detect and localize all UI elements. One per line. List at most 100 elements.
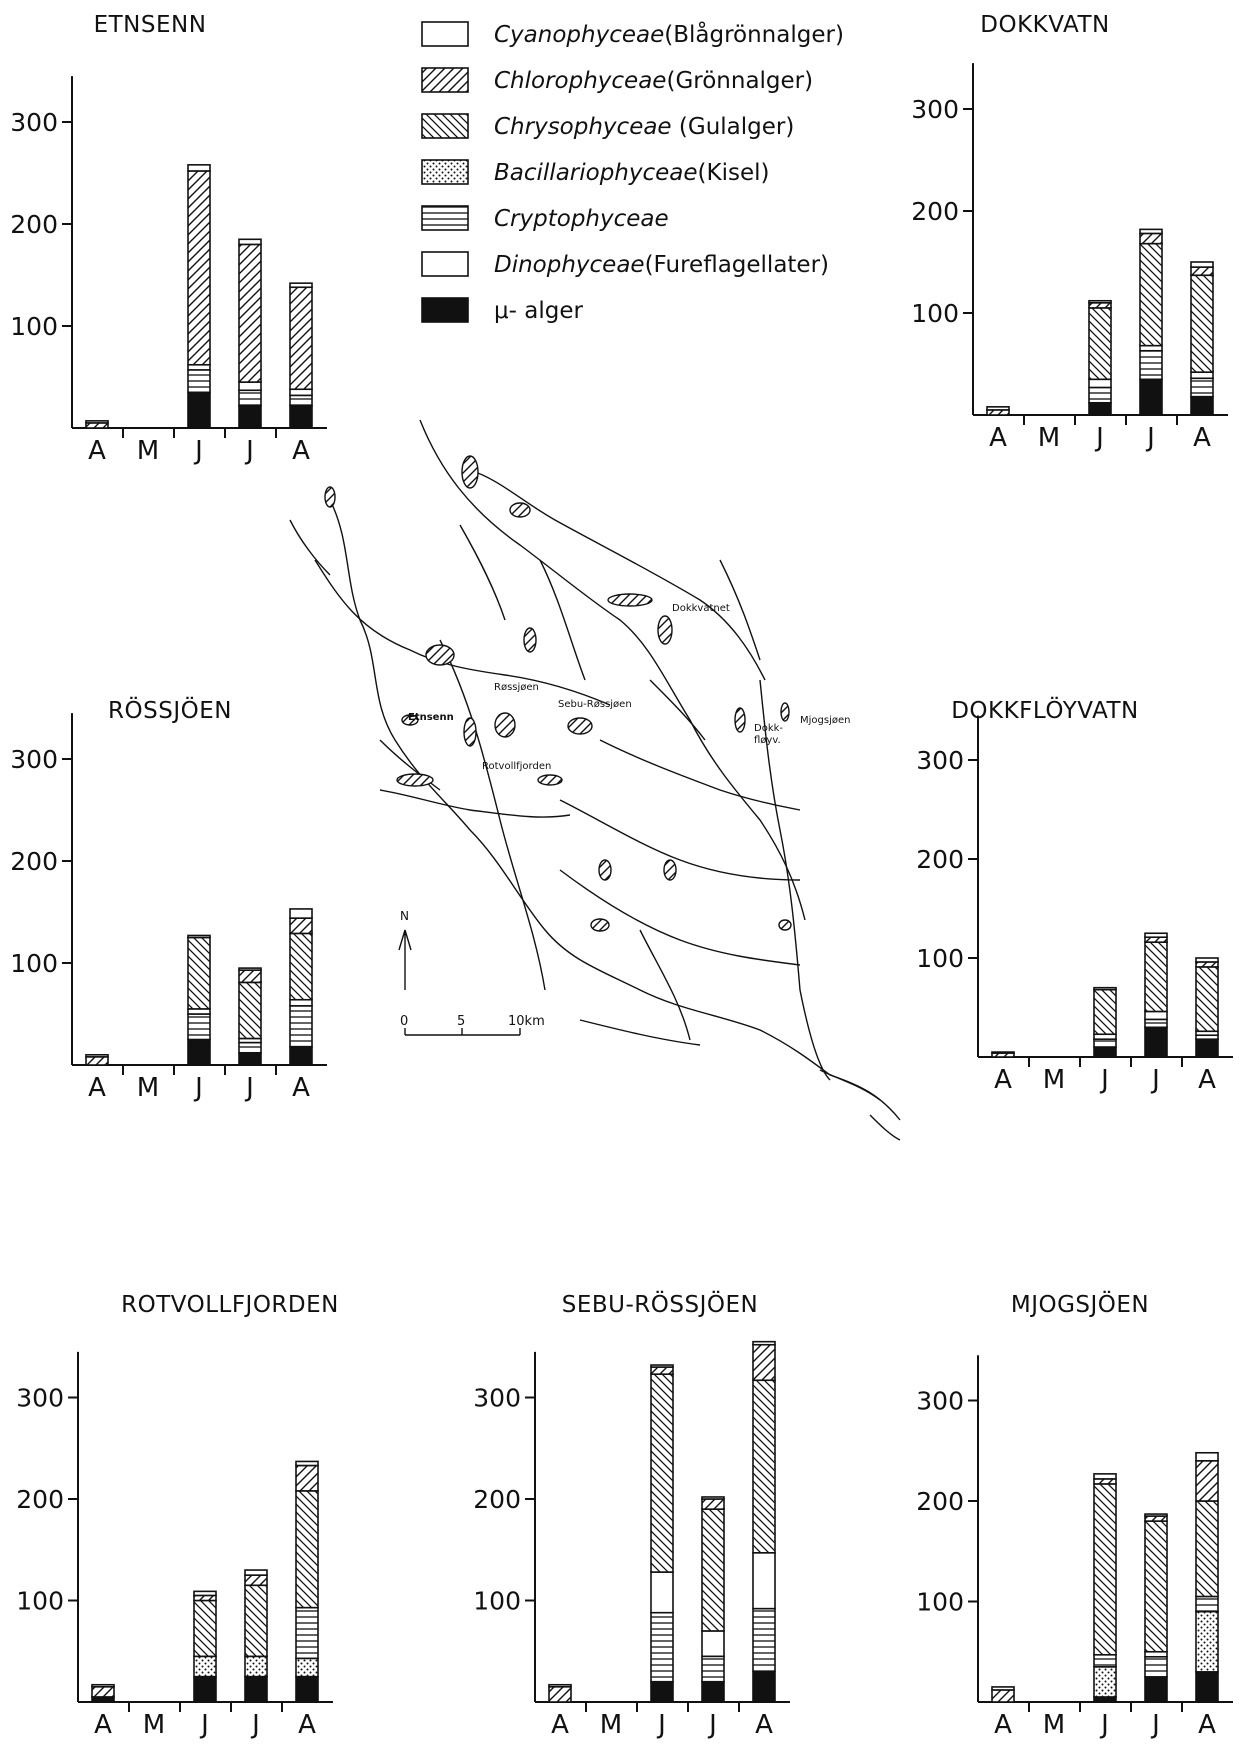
chart-panel: RÖSSJÖEN 100 200 300 A M J J A [10,696,327,1103]
bar-segment [238,389,262,407]
y-tick-label: 100 [473,1587,521,1616]
bar-segment [650,1611,674,1683]
bar-segment [1195,1500,1219,1598]
y-tick-label: 300 [911,95,959,124]
bar-segment [1093,1038,1117,1048]
bar-segment [193,1655,217,1678]
lake [590,918,610,932]
river-path [559,869,801,966]
bar-segment [1144,1676,1168,1703]
legend: Cyanophyceae(Blågrönnalger) Chlorophyceae… [421,20,844,324]
chart-title-etnsenn: ETNSENN [94,12,207,38]
y-tick-label: 200 [916,845,964,874]
x-tick-label: A [1198,1065,1216,1095]
bar-segment [238,381,262,392]
chart-title-dokkfl-yvatn: DOKKFLÖYVATN [951,696,1139,724]
river-path [379,789,571,818]
river-path [559,799,801,881]
bar-segment [238,981,262,1040]
river-path [459,524,506,621]
x-tick-label: M [600,1710,622,1740]
legend-label: Chlorophyceae(Grönnalger) [494,68,813,94]
x-tick-label: M [143,1710,165,1740]
bar-segment [701,1496,725,1500]
legend-swatch [421,159,469,185]
bar-segment [238,243,262,383]
legend-label: μ- alger [494,298,583,324]
bar-segment [650,1680,674,1703]
lake [598,859,612,881]
x-tick-label: A [292,1073,310,1103]
bar-segment [701,1680,725,1703]
bar-segment [1093,988,1117,1036]
bar-segment [1139,228,1163,235]
legend-swatch [421,21,469,47]
bar-segment [986,406,1010,411]
bar-segment [1139,242,1163,347]
x-tick-label: A [551,1710,569,1740]
bar-segment [193,1590,217,1597]
x-tick-label: J [1150,1710,1160,1740]
bar-segment [548,1685,572,1703]
bar-segment [85,420,109,424]
bar-segment [187,934,211,939]
bar-segment [244,1584,268,1658]
chart-panel: SEBU-RÖSSJÖEN 100 200 300 A M J J A [473,1290,790,1740]
x-tick-label: J [1145,423,1155,453]
bar-segment [295,1675,319,1703]
bar-segment [238,404,262,429]
bar-segment [1093,1473,1117,1480]
bar-segment [289,998,313,1007]
bar-segment [289,286,313,391]
bar-segment [193,1675,217,1703]
lake [494,712,516,738]
bar-segment [289,932,313,1001]
bar-segment [1088,378,1112,389]
bar-segment [1144,1520,1168,1653]
bar-segment [1190,266,1214,277]
bar-segment [1139,378,1163,416]
x-tick-label: J [199,1710,209,1740]
legend-swatch [421,113,469,139]
x-tick-label: M [1043,1065,1065,1095]
x-tick-label: J [250,1710,260,1740]
river-path [439,639,546,991]
river-path [469,469,766,681]
map-label-sebu-rossjoen: Sebu-Røssjøen [558,699,632,710]
x-tick-label: M [1038,423,1060,453]
x-tick-label: A [989,423,1007,453]
bar-segment [91,1685,115,1698]
bar-segment [238,1041,262,1054]
lake [401,714,419,726]
bar-segment [238,1051,262,1066]
x-tick-label: A [1198,1710,1216,1740]
bar-segment [752,1379,776,1554]
chart-panel: MJOGSJÖEN 100 200 300 A M J J A [916,1290,1233,1740]
bar-segment [295,1657,319,1678]
bar-segment [701,1630,725,1658]
map-label-mjogsjoen: Mjogsjøen [800,715,850,726]
bar-segment [1139,232,1163,245]
bar-segment [1195,1038,1219,1058]
legend-label: Bacillariophyceae(Kisel) [494,160,769,186]
scale-5: 5 [457,1014,465,1029]
y-tick-label: 100 [10,949,58,978]
bar-segment [238,969,262,984]
bar-segment [1195,957,1219,963]
bar-segment [701,1498,725,1510]
legend-label: Cyanophyceae(Blågrönnalger) [494,20,844,48]
bar-segment [752,1343,776,1382]
y-tick-label: 200 [916,1487,964,1516]
x-tick-label: J [193,1073,203,1103]
y-tick-label: 300 [16,1384,64,1413]
bar-segment [991,1051,1015,1054]
bar-segment [1195,1460,1219,1502]
x-tick-label: M [137,1073,159,1103]
x-tick-label: J [656,1710,666,1740]
bar-segment [650,1364,674,1368]
lake [657,615,673,645]
bar-segment [289,917,313,935]
river-path [639,929,691,1041]
bar-segment [187,1038,211,1066]
